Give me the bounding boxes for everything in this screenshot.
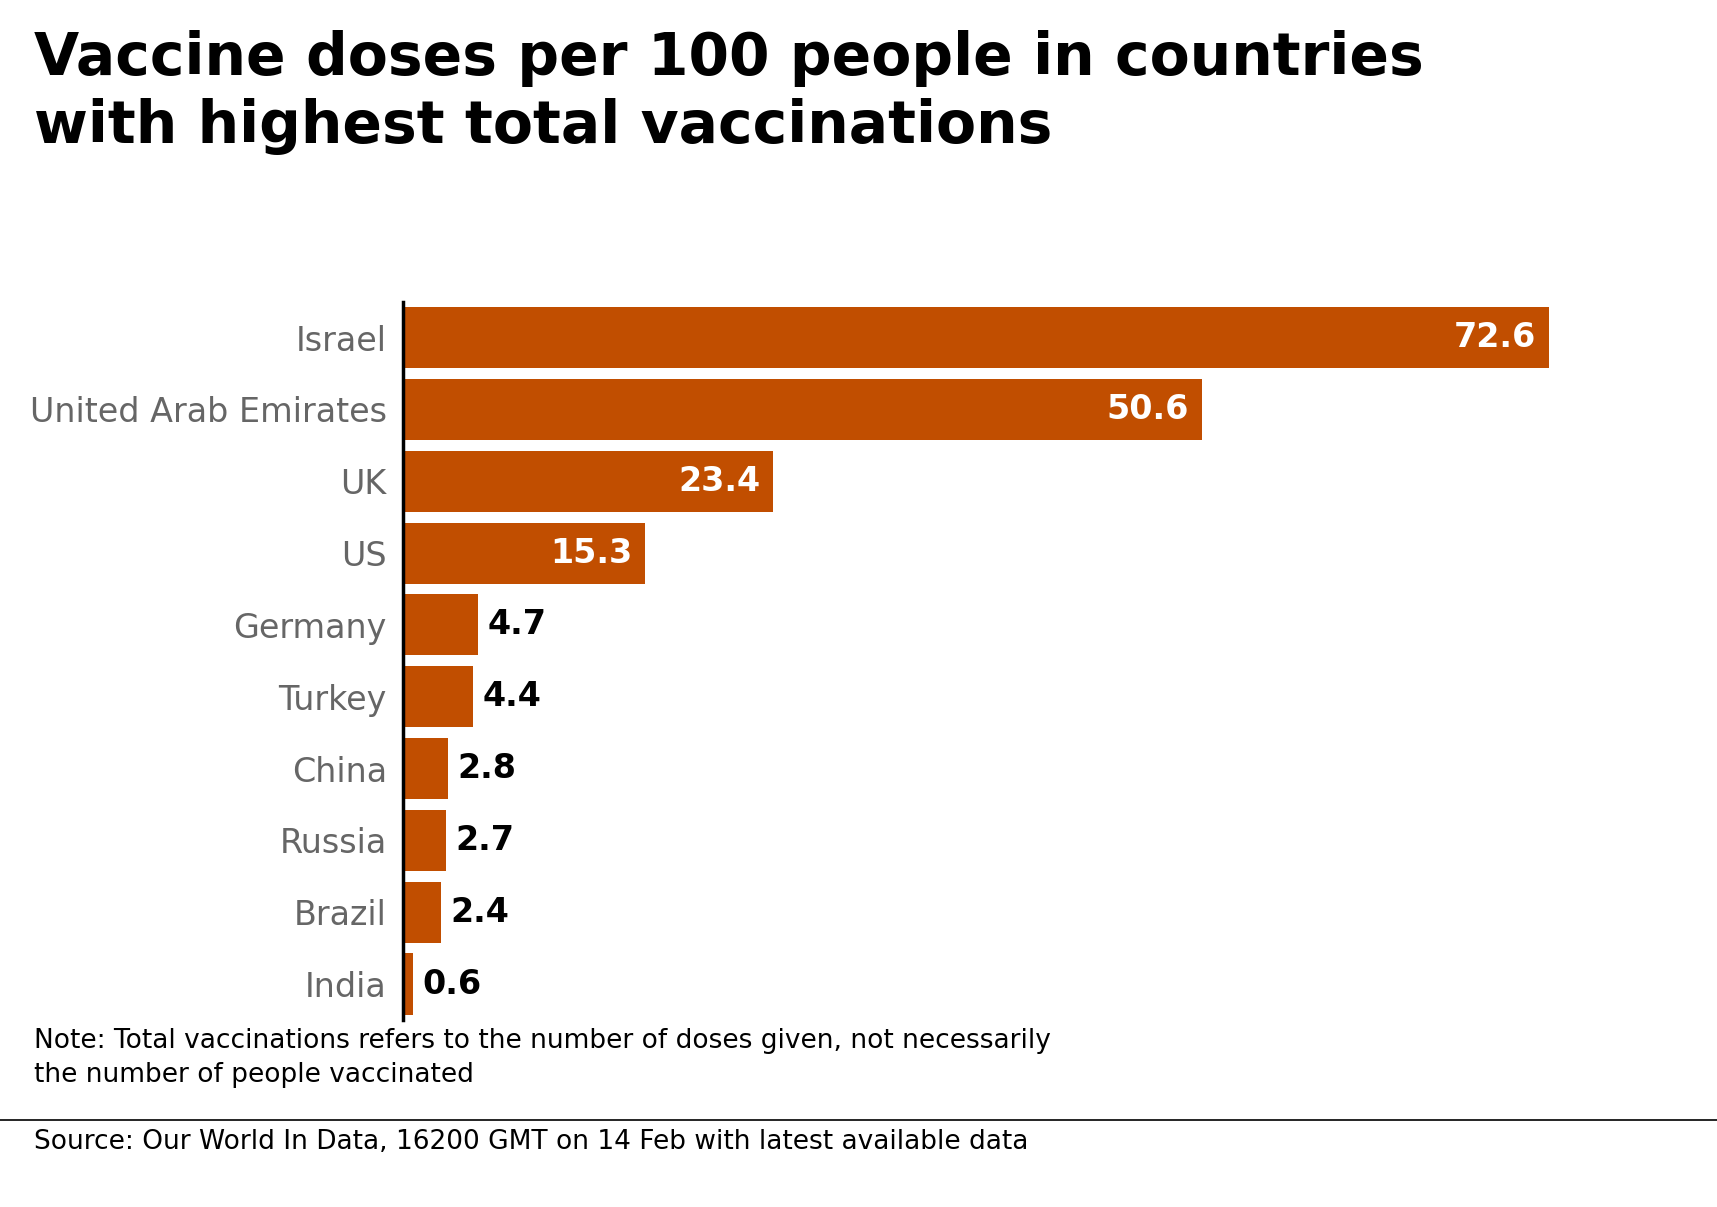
Bar [403, 954, 414, 1015]
Text: 2.7: 2.7 [455, 824, 515, 857]
Text: 0.6: 0.6 [422, 968, 481, 1001]
Text: 2.8: 2.8 [457, 752, 517, 785]
Bar [403, 881, 441, 943]
Bar [403, 737, 448, 799]
Text: 15.3: 15.3 [549, 537, 632, 570]
Bar [403, 450, 773, 512]
Bar [403, 523, 646, 584]
Bar [403, 810, 446, 871]
Text: 4.4: 4.4 [482, 681, 541, 713]
Bar [403, 379, 1202, 441]
Text: BBC: BBC [1576, 1147, 1652, 1180]
Text: Note: Total vaccinations refers to the number of doses given, not necessarily
th: Note: Total vaccinations refers to the n… [34, 1028, 1051, 1089]
Text: 72.6: 72.6 [1454, 321, 1537, 354]
Text: Vaccine doses per 100 people in countries
with highest total vaccinations: Vaccine doses per 100 people in countrie… [34, 30, 1423, 156]
Text: 4.7: 4.7 [488, 608, 546, 641]
Text: 23.4: 23.4 [678, 465, 761, 497]
Bar [403, 307, 1549, 368]
Text: Source: Our World In Data, 16200 GMT on 14 Feb with latest available data: Source: Our World In Data, 16200 GMT on … [34, 1129, 1028, 1155]
Text: 50.6: 50.6 [1107, 393, 1190, 426]
Bar [403, 666, 472, 728]
Text: 2.4: 2.4 [452, 896, 510, 928]
Bar [403, 594, 477, 655]
